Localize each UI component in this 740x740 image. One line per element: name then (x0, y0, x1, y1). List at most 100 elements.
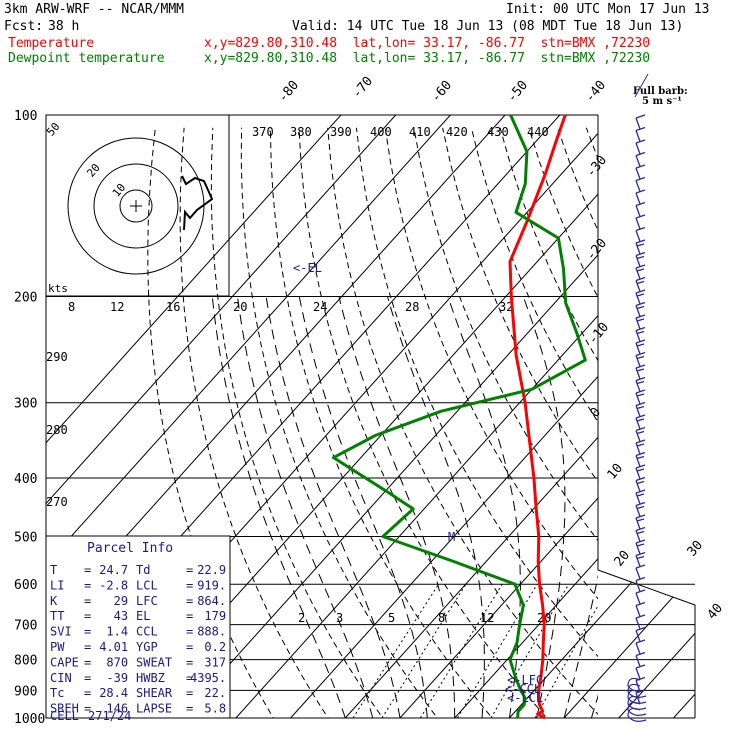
wind-barb-flag (636, 268, 645, 272)
wind-barb-staff (635, 180, 641, 192)
pressure-label-200: 200 (14, 291, 37, 306)
wind-barb-staff (635, 155, 641, 167)
valid-time: Valid: 14 UTC Tue 18 Jun 13 (08 MDT Tue … (292, 19, 684, 34)
upper-scale-label-24: 24 (313, 300, 327, 314)
parcel-key: SVI (50, 625, 72, 639)
parcel-value: 22.9 (197, 563, 226, 577)
theta-label-430: 430 (487, 125, 509, 139)
wind-barb-flag (635, 589, 646, 594)
parcel-eq: = (186, 578, 193, 592)
moist-adiabat--10 (211, 296, 346, 718)
upper-scale-label-16: 16 (166, 300, 180, 314)
wind-legend-line2: 5 m s⁻¹ (642, 96, 682, 107)
wind-barb-flag (635, 264, 646, 269)
parcel-value: 864. (197, 594, 226, 608)
wind-barb-flag (635, 576, 646, 582)
wind-barbs (627, 114, 647, 722)
wind-barb-flag (636, 318, 645, 322)
ccl-marker: <-CCL (505, 682, 541, 696)
dry-adiabat-340 (413, 127, 598, 542)
moist-adiabat--5 (237, 296, 374, 718)
pressure-label-400: 400 (14, 472, 37, 487)
wind-barb-flag (635, 139, 646, 144)
wind-barb-staff (635, 555, 641, 567)
parcel-value: 1.4 (106, 625, 128, 639)
theta-label-370: 370 (252, 125, 274, 139)
isotherm-label-10: 10 (605, 461, 627, 483)
parcel-eq: = (84, 671, 91, 685)
wind-barb-staff (635, 592, 641, 605)
wind-barb-staff (635, 442, 641, 455)
parcel-value: 179 (204, 609, 226, 623)
wind-barb-flag (635, 414, 646, 419)
upper-scale-label-32: 32 (499, 300, 513, 314)
upper-scale-label-8: 8 (68, 300, 75, 314)
wind-barb-flag (636, 518, 645, 522)
wind-barb-staff (635, 417, 641, 430)
parcel-eq: = (186, 671, 193, 685)
parcel-key: K (50, 594, 58, 608)
wind-barb-flag (635, 339, 646, 344)
theta-left-label-290: 290 (46, 350, 68, 364)
parcel-key: CAPE (50, 655, 79, 669)
parcel-key: LAPSE (136, 702, 172, 716)
mixing-ratio-label-8: 8 (438, 611, 445, 625)
temperature-legend-info: x,y=829.80,310.48 lat,lon= 33.17, -86.77… (204, 36, 651, 51)
model-title: 3km ARW-WRF -- NCAR/MMM (4, 2, 185, 17)
parcel-eq: = (186, 640, 193, 654)
wind-barb-flag (635, 626, 646, 632)
mixing-ratio-5 (419, 583, 503, 718)
dry-adiabat-370 (499, 127, 598, 362)
wind-barb-flag (635, 164, 646, 169)
parcel-key: EL (136, 609, 150, 623)
pressure-label-1000: 1000 (14, 712, 45, 727)
dry-adiabat-360 (470, 127, 598, 423)
wind-barb-flag (636, 355, 645, 360)
wind-barb-flag (635, 526, 646, 532)
parcel-value: 4.01 (99, 640, 128, 654)
parcel-eq: = (84, 640, 91, 654)
theta-label-400: 400 (370, 125, 392, 139)
lfc-marker: <-LFC (507, 673, 543, 687)
wind-barb-staff (635, 430, 641, 442)
parcel-eq: = (84, 594, 91, 608)
theta-label-420: 420 (446, 125, 468, 139)
wind-barb-staff (635, 517, 641, 530)
hodograph-ring-20 (93, 163, 179, 249)
right-boundary (597, 115, 696, 718)
pressure-label-900: 900 (14, 684, 37, 699)
isotherm-label--70: -70 (350, 74, 377, 102)
wind-barb-flag (635, 476, 646, 482)
theta-label-390: 390 (330, 125, 352, 139)
wind-barb-flag (636, 305, 645, 310)
wind-barb-flag (636, 480, 645, 485)
dewpoint-profile (332, 114, 587, 719)
wind-barb-flag (635, 514, 646, 519)
wind-barb-flag (635, 564, 646, 569)
wind-barb-staff (635, 292, 641, 305)
theta-left-label-280: 280 (46, 423, 68, 437)
wind-barb-flag (635, 289, 646, 294)
dry-adiabat-400 (585, 127, 598, 161)
parcel-eq: = (84, 578, 91, 592)
wind-legend-line1: Full barb: (633, 86, 688, 97)
mixing-ratio-label-2: 2 (298, 611, 305, 625)
wind-barb-flag (636, 443, 645, 447)
wind-legend-barb (634, 73, 649, 98)
hodograph-trace (181, 175, 214, 231)
wind-barb-staff (635, 255, 641, 267)
parcel-value: 870 (106, 655, 128, 669)
dewpoint-legend-info: x,y=829.80,310.48 lat,lon= 33.17, -86.77… (204, 51, 651, 66)
parcel-eq: = (84, 609, 91, 623)
wind-barb-staff (635, 142, 641, 155)
hodograph: 10 20 50 kts (44, 114, 230, 297)
wind-barb-staff (635, 242, 641, 255)
wind-barb-flag (635, 426, 646, 432)
dry-adiabat-260 (179, 127, 329, 718)
pressure-label-500: 500 (14, 530, 37, 545)
wind-barb-flag (635, 601, 646, 607)
isotherm-label--10: -10 (586, 320, 613, 348)
wind-barb-staff (635, 492, 641, 505)
mixing-ratio-12 (490, 583, 570, 718)
